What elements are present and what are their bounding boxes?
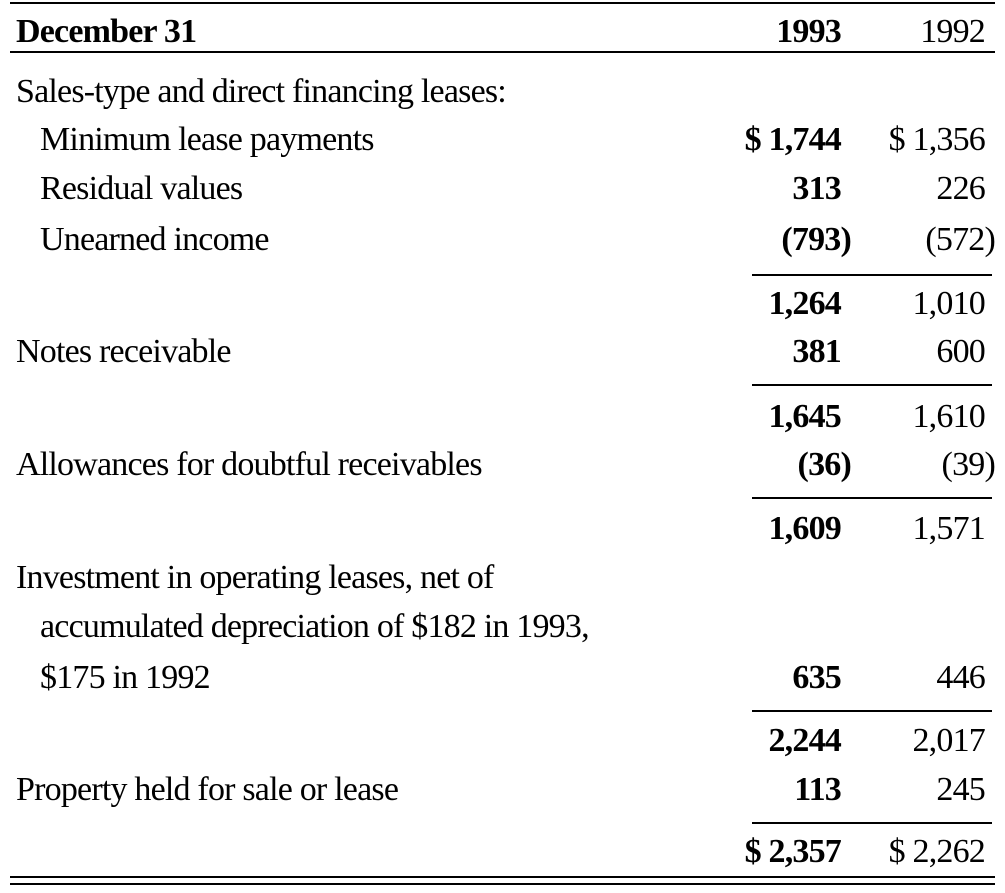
row-label: Property held for sale or lease <box>16 771 399 808</box>
row-value-1992: 1,010 <box>912 285 985 322</box>
table-row: Minimum lease payments $ 1,744 $ 1,356 <box>0 118 1005 162</box>
table-row: Property held for sale or lease 113 245 <box>0 768 1005 812</box>
header-rule <box>10 51 995 53</box>
subtotal-rule <box>752 274 992 276</box>
subtotal-rule <box>752 497 992 499</box>
row-value-1993: $ 2,357 <box>744 833 842 870</box>
bottom-rule-lower <box>10 883 995 885</box>
row-value-1992: $ 2,262 <box>888 833 986 870</box>
table-row: 1,609 1,571 <box>0 507 1005 551</box>
table-row: 1,645 1,610 <box>0 395 1005 439</box>
row-value-1993: 1,645 <box>768 398 841 435</box>
row-label: Notes receivable <box>16 333 232 370</box>
table-row: $175 in 1992 635 446 <box>0 656 1005 700</box>
table-row: Allowances for doubtful receivables (36)… <box>0 443 1005 487</box>
row-value-1992: 446 <box>936 659 985 696</box>
row-label: Sales-type and direct financing leases: <box>16 73 507 110</box>
header-1993: 1993 <box>776 13 842 50</box>
row-value-1993: 1,264 <box>768 285 841 322</box>
table-row: Investment in operating leases, net of <box>0 556 1005 600</box>
row-value-1992: 2,017 <box>912 722 985 759</box>
row-value-1993: (793) <box>781 221 851 258</box>
row-label: Unearned income <box>40 221 270 258</box>
header-label: December 31 <box>16 13 197 50</box>
header-1992: 1992 <box>920 13 986 50</box>
row-value-1993: 1,609 <box>768 510 841 547</box>
bottom-rule-upper <box>10 876 995 878</box>
row-value-1993: 381 <box>792 333 841 370</box>
table-row: 2,244 2,017 <box>0 719 1005 763</box>
row-value-1992: (572) <box>925 221 995 258</box>
table-header: December 31 1993 1992 <box>0 10 1005 54</box>
row-label: Minimum lease payments <box>40 121 374 158</box>
row-value-1992: (39) <box>941 446 996 483</box>
table-row: 1,264 1,010 <box>0 282 1005 326</box>
table-row: Notes receivable 381 600 <box>0 330 1005 374</box>
subtotal-rule <box>752 710 992 712</box>
row-label: Residual values <box>40 170 243 207</box>
row-value-1992: 600 <box>936 333 985 370</box>
table-row: accumulated depreciation of $182 in 1993… <box>0 605 1005 649</box>
subtotal-rule <box>752 384 992 386</box>
table-row: Sales-type and direct financing leases: <box>0 70 1005 114</box>
table-row: $ 2,357 $ 2,262 <box>0 830 1005 874</box>
row-value-1992: 1,571 <box>912 510 985 547</box>
row-value-1992: 1,610 <box>912 398 985 435</box>
top-rule <box>10 2 995 4</box>
row-value-1993: $ 1,744 <box>744 121 842 158</box>
row-value-1993: 2,244 <box>768 722 841 759</box>
row-value-1993: 313 <box>792 170 841 207</box>
row-value-1992: 245 <box>936 771 985 808</box>
row-value-1992: 226 <box>936 170 985 207</box>
row-value-1993: 113 <box>794 771 842 808</box>
row-value-1992: $ 1,356 <box>888 121 986 158</box>
total-rule <box>752 822 992 824</box>
row-value-1993: (36) <box>797 446 852 483</box>
table-row: Residual values 313 226 <box>0 167 1005 211</box>
row-value-1993: 635 <box>792 659 841 696</box>
table-row: Unearned income (793) (572) <box>0 218 1005 262</box>
row-label: accumulated depreciation of $182 in 1993… <box>40 608 590 645</box>
row-label: Investment in operating leases, net of <box>16 559 494 596</box>
row-label: Allowances for doubtful receivables <box>16 446 483 483</box>
row-label: $175 in 1992 <box>40 659 211 696</box>
